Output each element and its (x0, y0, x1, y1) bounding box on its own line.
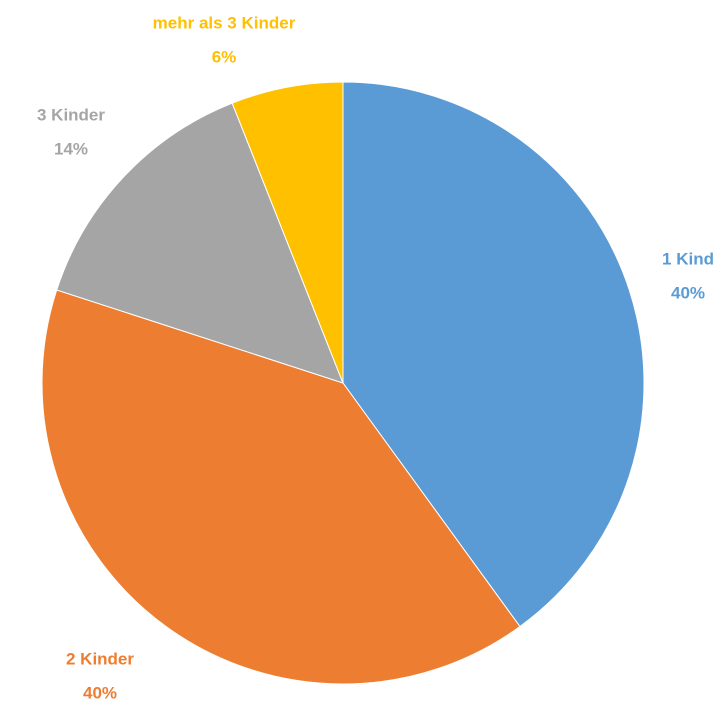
value-label: 14% (54, 139, 88, 158)
pie-slice (56, 102, 344, 384)
value-label: 6% (212, 47, 237, 66)
category-label: 2 Kinder (66, 649, 134, 668)
pie-slice (342, 81, 645, 628)
category-label: 3 Kinder (37, 105, 105, 124)
pie-slice (231, 81, 344, 384)
pie-slice (41, 289, 521, 685)
category-label: mehr als 3 Kinder (153, 13, 296, 32)
category-label: 1 Kind (662, 249, 714, 268)
value-label: 40% (83, 683, 117, 702)
value-label: 40% (671, 283, 705, 302)
